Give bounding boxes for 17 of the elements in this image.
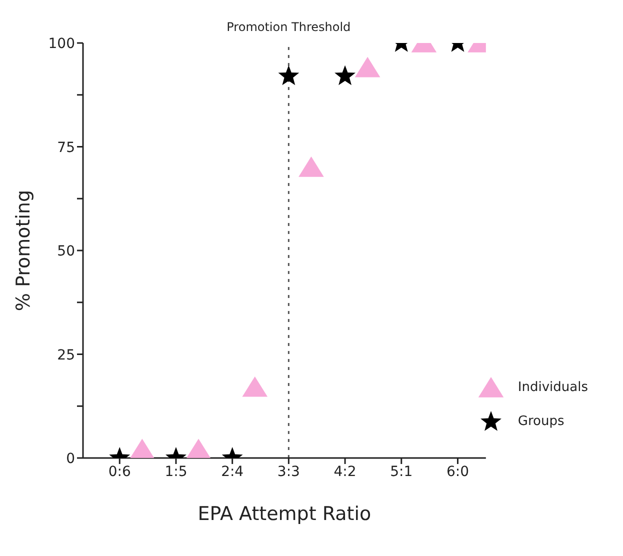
- x-tick-label: 4:2: [334, 464, 356, 480]
- x-tick-label: 1:5: [164, 464, 188, 480]
- y-tick-label: 100: [48, 36, 75, 52]
- x-tick-label: 2:4: [221, 464, 244, 480]
- x-tick-label: 6:0: [446, 464, 469, 480]
- x-tick-label: 3:3: [277, 464, 300, 480]
- y-tick-label: 50: [57, 244, 75, 260]
- x-tick-label: 5:1: [390, 464, 413, 480]
- ref-line-label: Promotion Threshold: [226, 20, 351, 34]
- x-axis-title: EPA Attempt Ratio: [198, 503, 372, 525]
- y-tick-label: 75: [57, 140, 75, 156]
- y-axis-title: % Promoting: [12, 190, 35, 312]
- y-tick-label: 0: [66, 451, 75, 467]
- legend-label: Individuals: [518, 380, 588, 394]
- legend-label: Groups: [518, 414, 564, 428]
- y-tick-label: 25: [57, 347, 75, 364]
- x-tick-label: 0:6: [108, 464, 131, 480]
